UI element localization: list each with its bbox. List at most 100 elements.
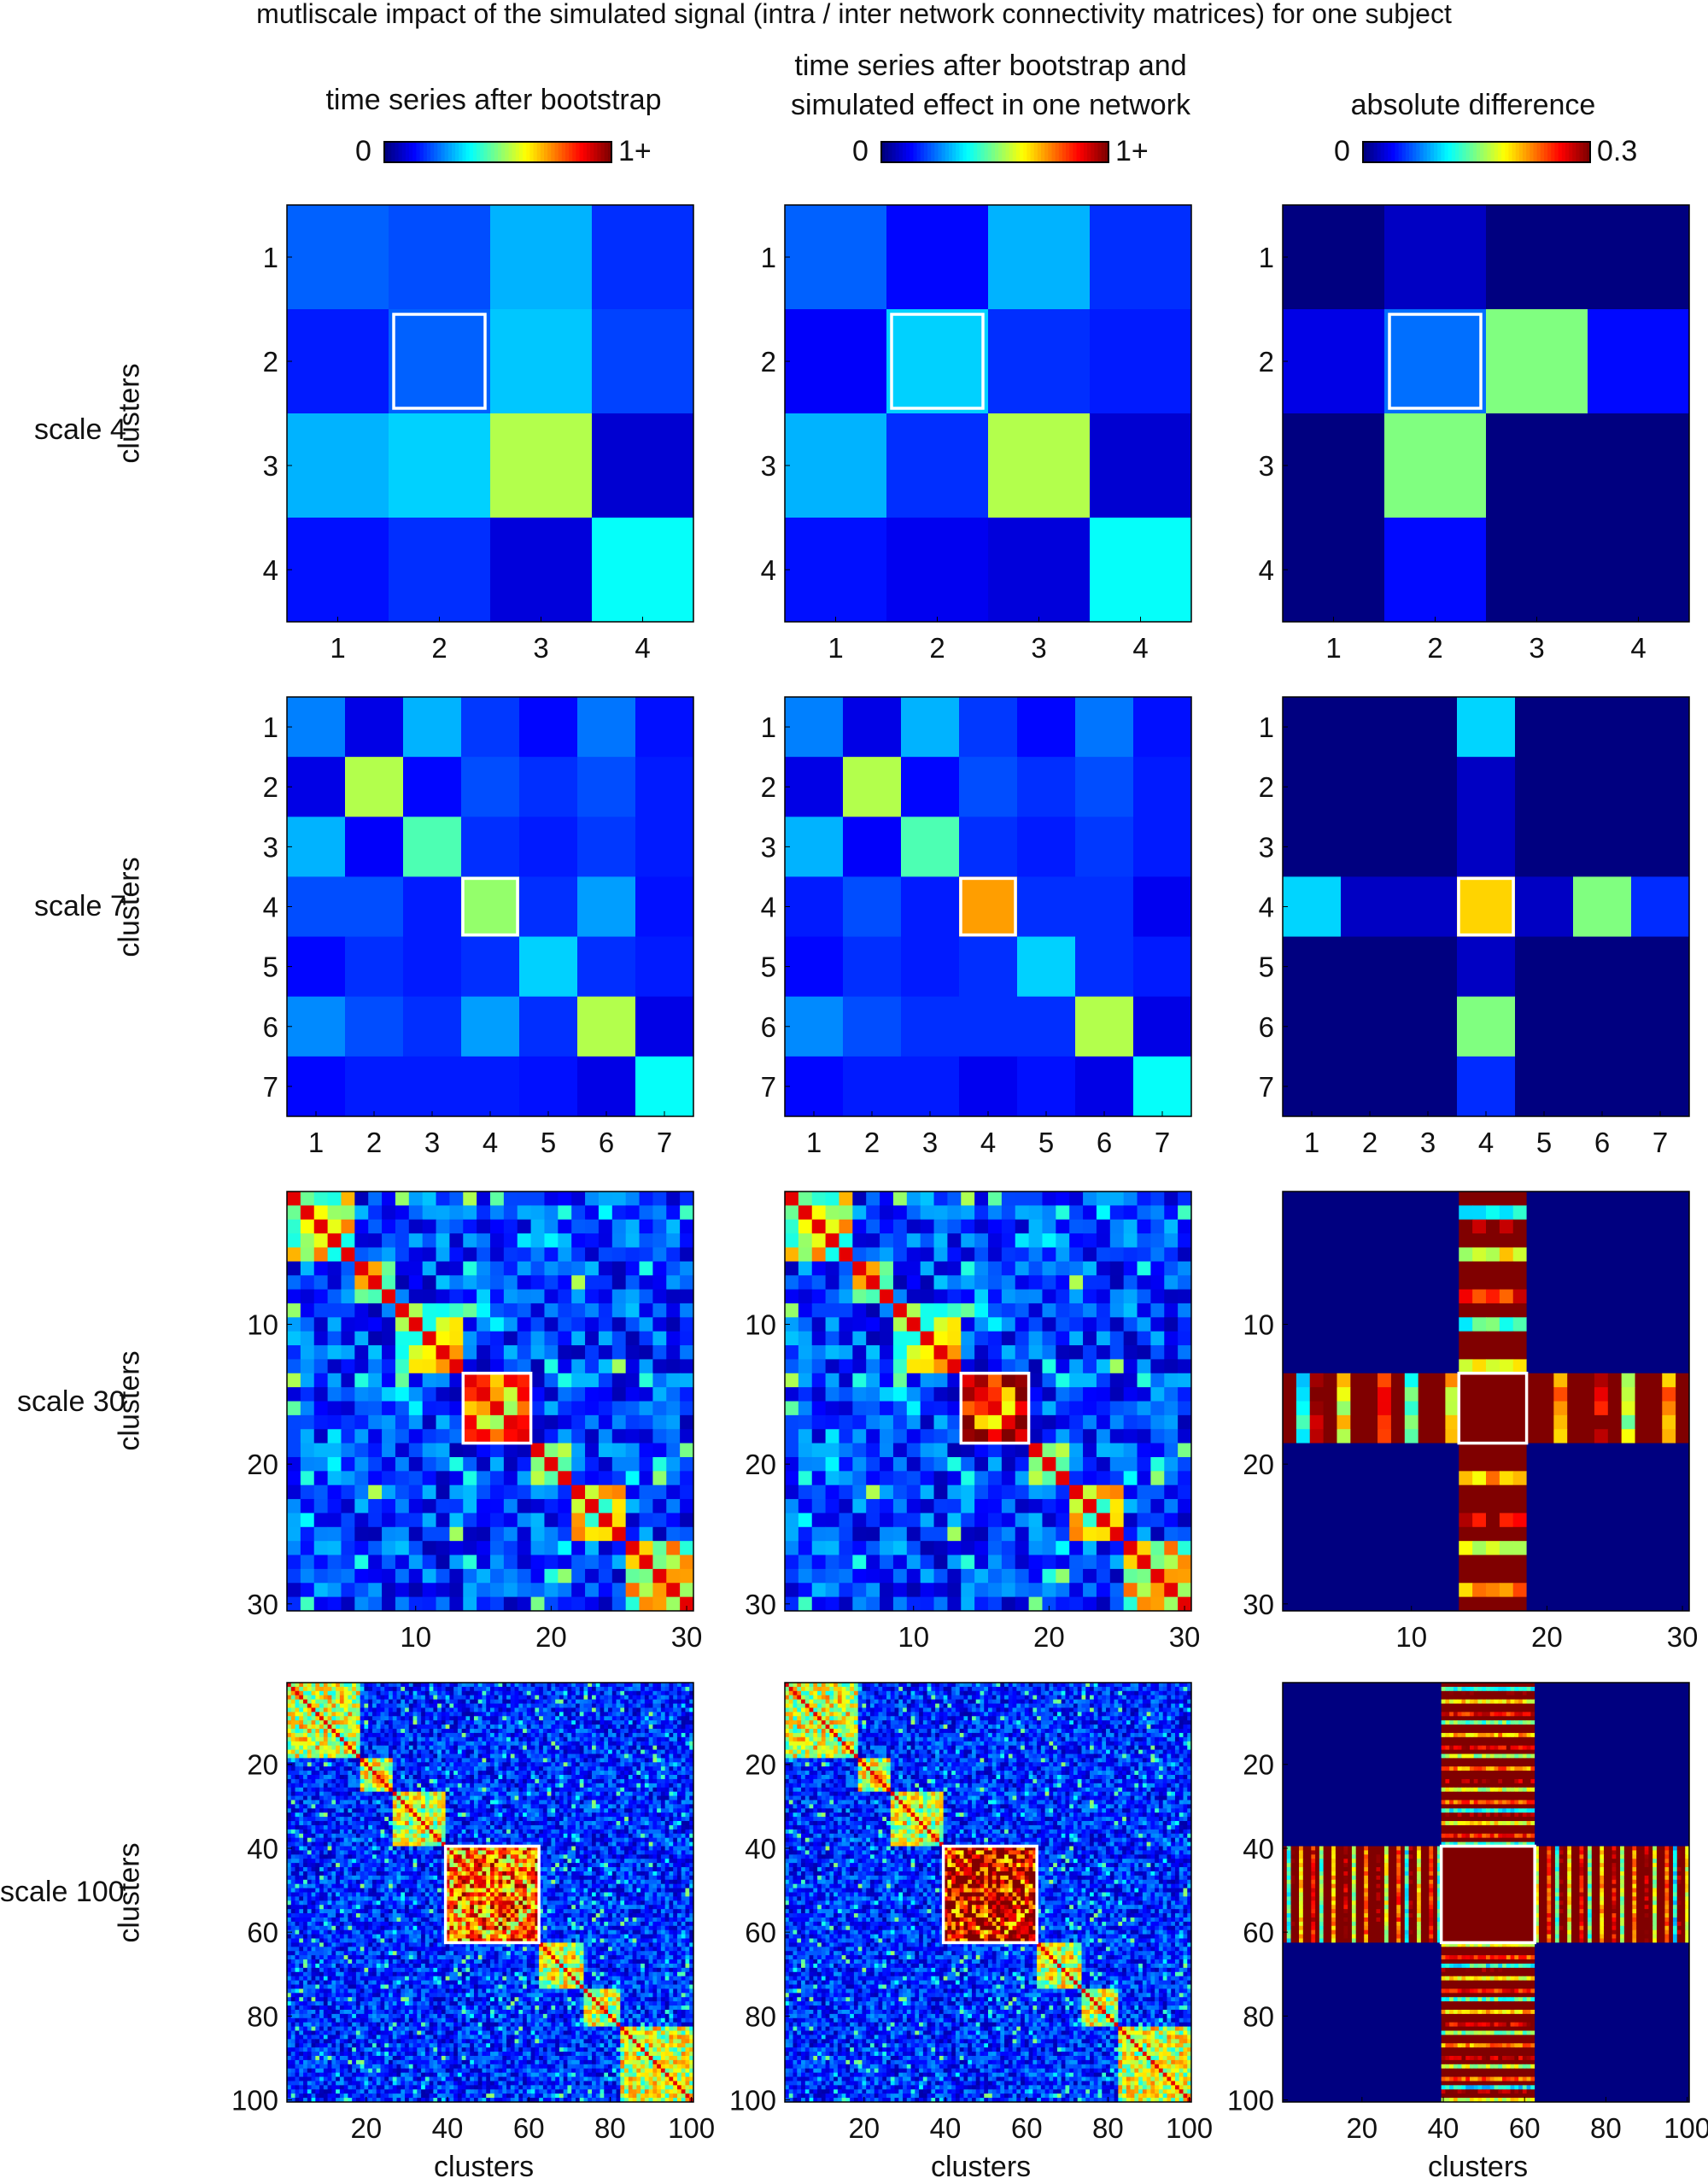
heatmap-cell	[368, 1290, 382, 1304]
heatmap-cell	[453, 1691, 458, 1695]
heatmap-cell	[324, 1691, 328, 1695]
heatmap-cell	[291, 1716, 295, 1720]
heatmap-cell	[384, 1687, 389, 1691]
heatmap-cell	[1662, 1457, 1676, 1472]
heatmap-cell	[1622, 1499, 1635, 1514]
heatmap-cell	[354, 1555, 368, 1570]
heatmap-cell	[331, 1700, 336, 1704]
heatmap-cell	[640, 1733, 645, 1737]
heatmap-cell	[1124, 1513, 1138, 1527]
heatmap-cell	[453, 1733, 458, 1737]
heatmap-cell	[852, 1429, 866, 1443]
heatmap-cell	[544, 1317, 558, 1332]
heatmap-cell	[506, 1707, 511, 1712]
heatmap-cell	[681, 1687, 686, 1691]
colorbar-segment	[477, 142, 481, 162]
heatmap-cell	[620, 1737, 624, 1742]
heatmap-cell	[633, 1700, 637, 1704]
heatmap-cell	[1391, 1457, 1405, 1472]
heatmap-cell	[1364, 1555, 1378, 1570]
heatmap-cell	[368, 1737, 372, 1742]
heatmap-cell	[1581, 1583, 1594, 1597]
heatmap-cell	[1459, 1332, 1472, 1346]
heatmap-cell	[523, 1729, 527, 1733]
heatmap-cell	[356, 1729, 360, 1733]
heatmap-cell	[377, 1687, 381, 1691]
heatmap-cell	[826, 1317, 839, 1332]
heatmap-cell	[1513, 1527, 1527, 1542]
heatmap-cell	[477, 1429, 490, 1443]
heatmap-cell	[287, 1583, 301, 1597]
heatmap-cell	[1042, 1359, 1056, 1373]
heatmap-cell	[354, 1275, 368, 1290]
heatmap-cell	[1002, 1317, 1015, 1332]
heatmap-cell	[291, 1733, 295, 1737]
heatmap-cell	[588, 1729, 592, 1733]
heatmap-cell	[839, 1527, 852, 1542]
heatmap-cell	[588, 1750, 592, 1754]
heatmap-cell	[490, 1220, 504, 1234]
heatmap-cell	[567, 1746, 571, 1750]
heatmap-cell	[1164, 1303, 1178, 1318]
heatmap-cell	[1608, 1485, 1622, 1500]
heatmap-cell	[1283, 1192, 1296, 1206]
heatmap-cell	[571, 1691, 576, 1695]
heatmap-cell	[1378, 1457, 1391, 1472]
heatmap-cell	[633, 1729, 637, 1733]
heatmap-cell	[1662, 1262, 1676, 1276]
heatmap-cell	[482, 1687, 486, 1691]
heatmap-cell	[551, 1729, 555, 1733]
heatmap-cell	[1405, 1373, 1418, 1388]
heatmap-cell	[1083, 1233, 1097, 1248]
heatmap-cell	[1150, 1345, 1164, 1360]
heatmap-cell	[839, 1583, 852, 1597]
heatmap-cell	[331, 1737, 336, 1742]
heatmap-cell	[596, 1691, 600, 1695]
heatmap-cell	[961, 1387, 974, 1402]
heatmap-cell	[436, 1513, 450, 1527]
heatmap-cell	[413, 1700, 418, 1704]
heatmap-cell	[436, 1220, 450, 1234]
heatmap-cell	[543, 1729, 547, 1733]
heatmap-cell	[576, 1742, 580, 1746]
heatmap-cell	[368, 1233, 382, 1248]
heatmap-cell	[1405, 1555, 1418, 1570]
heatmap-cell	[1459, 1317, 1472, 1332]
heatmap-cell	[1124, 1499, 1138, 1514]
heatmap-cell	[599, 1317, 612, 1332]
heatmap-cell	[1324, 1541, 1337, 1555]
heatmap-cell	[1124, 1220, 1138, 1234]
heatmap-cell	[961, 1555, 974, 1570]
heatmap-cell	[328, 1729, 332, 1733]
heatmap-cell	[633, 1737, 637, 1742]
heatmap-cell	[531, 1275, 545, 1290]
heatmap-cell	[449, 1499, 463, 1514]
heatmap-cell	[436, 1555, 450, 1570]
heatmap-cell	[1296, 1485, 1310, 1500]
heatmap-cell	[504, 1303, 518, 1318]
heatmap-cell	[446, 1695, 450, 1700]
heatmap-cell	[382, 1485, 395, 1500]
heatmap-cell	[652, 1750, 657, 1754]
heatmap-cell	[477, 1471, 490, 1485]
heatmap-cell	[299, 1724, 303, 1729]
heatmap-cell	[477, 1317, 490, 1332]
heatmap-cell	[645, 1720, 649, 1724]
heatmap-cell	[465, 1750, 470, 1754]
heatmap-cell	[1378, 1471, 1391, 1485]
heatmap-cell	[490, 1750, 494, 1754]
heatmap-cell	[1164, 1359, 1178, 1373]
heatmap-cell	[1138, 1290, 1151, 1304]
heatmap-cell	[669, 1746, 673, 1750]
heatmap-cell	[1445, 1415, 1459, 1430]
heatmap-cell	[1635, 1359, 1649, 1373]
heatmap-cell	[1500, 1205, 1513, 1220]
heatmap-cell	[1083, 1583, 1097, 1597]
heatmap-cell	[490, 1737, 494, 1742]
heatmap-cell	[1500, 1569, 1513, 1584]
heatmap-cell	[1310, 1429, 1324, 1443]
heatmap-cell	[328, 1485, 342, 1500]
heatmap-cell	[1432, 1541, 1446, 1555]
heatmap-cell	[600, 1691, 605, 1695]
heatmap-cell	[961, 1205, 974, 1220]
